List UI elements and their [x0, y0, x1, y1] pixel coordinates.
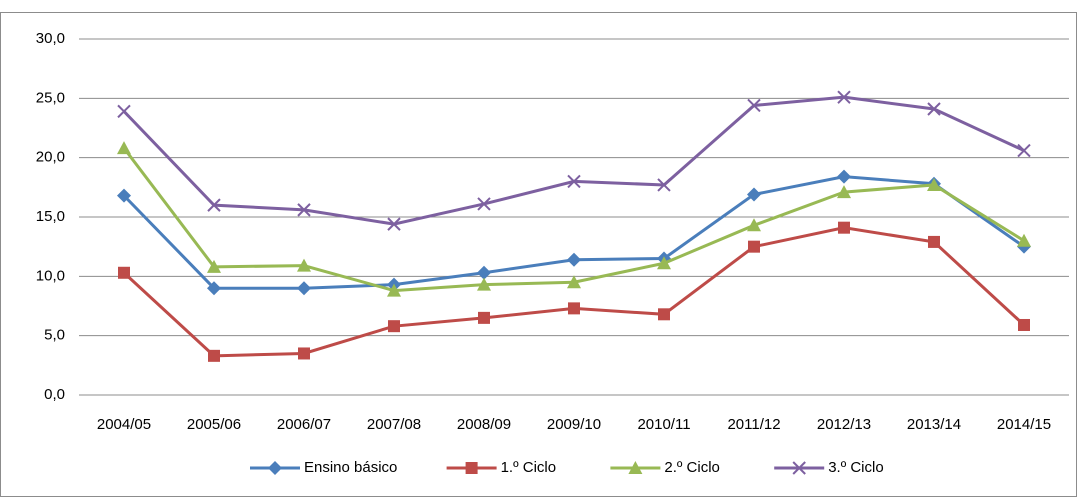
marker [117, 104, 131, 119]
marker [748, 240, 760, 253]
marker [477, 277, 491, 291]
y-tick-label: 10,0 [36, 267, 65, 284]
x-tick-label: 2010/11 [637, 416, 690, 433]
y-tick-label: 20,0 [36, 149, 65, 166]
y-tick-label: 15,0 [36, 208, 65, 225]
marker [387, 217, 401, 231]
marker [747, 187, 761, 202]
marker [207, 198, 221, 212]
marker [658, 308, 670, 321]
legend-label: 3.º Ciclo [828, 459, 884, 476]
x-tick-label: 2007/08 [367, 416, 421, 433]
marker [567, 252, 581, 267]
marker [837, 169, 851, 184]
marker [567, 174, 581, 189]
marker [297, 203, 311, 217]
marker [1018, 318, 1030, 331]
marker [387, 283, 401, 297]
marker [837, 90, 851, 104]
x-tick-label: 2012/13 [817, 416, 871, 433]
marker [118, 266, 130, 279]
y-tick-label: 0,0 [44, 386, 65, 403]
marker [478, 311, 490, 324]
marker [117, 188, 131, 203]
marker [207, 259, 221, 273]
legend-label: 2.º Ciclo [664, 459, 720, 476]
marker [1017, 143, 1031, 158]
marker [657, 256, 671, 270]
x-tick-label: 2011/12 [727, 416, 780, 433]
marker [838, 221, 850, 234]
marker [657, 178, 671, 192]
x-tick-label: 2008/09 [457, 416, 511, 433]
marker [568, 302, 580, 315]
marker [477, 197, 491, 211]
legend-label: Ensino básico [304, 459, 397, 476]
legend-label: 1.º Ciclo [501, 459, 556, 476]
marker [207, 281, 221, 296]
marker [927, 102, 941, 116]
legend-marker [792, 461, 806, 475]
x-tick-label: 2014/15 [997, 416, 1051, 433]
marker [297, 258, 311, 272]
legend-marker [465, 462, 478, 474]
y-tick-label: 5,0 [44, 327, 65, 344]
marker [298, 347, 310, 360]
x-tick-label: 2009/10 [547, 416, 601, 433]
y-tick-label: 30,0 [36, 30, 65, 47]
marker [837, 185, 851, 199]
x-tick-label: 2005/06 [187, 416, 241, 433]
marker [208, 349, 220, 362]
marker [1017, 233, 1031, 247]
marker [567, 275, 581, 289]
marker [928, 235, 940, 248]
marker [477, 265, 491, 280]
x-tick-label: 2006/07 [277, 416, 331, 433]
marker [388, 320, 400, 333]
y-tick-label: 25,0 [36, 89, 65, 106]
legend-marker [628, 461, 643, 474]
marker [297, 281, 311, 296]
marker [747, 218, 761, 232]
marker [927, 177, 941, 191]
marker [117, 141, 131, 155]
x-tick-label: 2013/14 [907, 416, 961, 433]
x-tick-label: 2004/05 [97, 416, 151, 433]
legend-marker [268, 461, 282, 475]
marker [747, 98, 761, 113]
